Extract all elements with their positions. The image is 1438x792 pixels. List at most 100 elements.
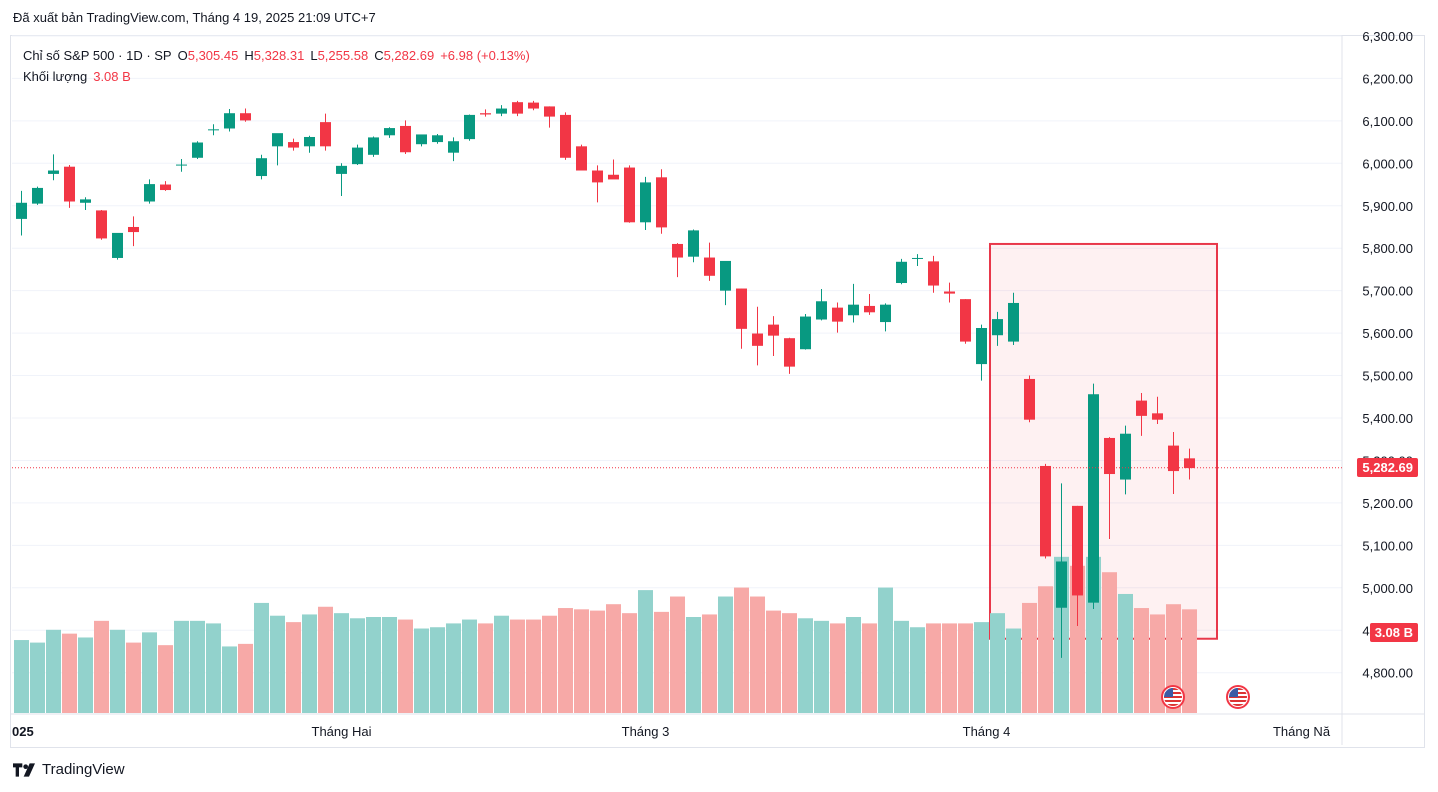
candle-body xyxy=(608,174,619,180)
candle-body xyxy=(704,257,715,276)
candle-body xyxy=(480,113,491,115)
volume-bar xyxy=(30,642,45,713)
legend-volume-label[interactable]: Khối lượng xyxy=(23,69,88,84)
candle-body xyxy=(80,199,91,203)
candle-body xyxy=(976,328,987,365)
candle-body xyxy=(176,164,187,166)
candle-body xyxy=(272,133,283,147)
candle-body xyxy=(816,301,827,320)
tradingview-logo[interactable]: TradingView xyxy=(13,761,125,778)
volume-bar xyxy=(1102,572,1117,713)
candle-body xyxy=(224,113,235,129)
candle-body xyxy=(352,147,363,165)
volume-bar xyxy=(718,596,733,713)
candle-body xyxy=(896,261,907,284)
candle-body xyxy=(928,261,939,286)
candle-body xyxy=(48,170,59,174)
candle-body xyxy=(912,257,923,259)
candle-body xyxy=(720,260,731,291)
volume-bar xyxy=(574,609,589,713)
candle-body xyxy=(1104,437,1115,475)
y-tick-label: 5,100.00 xyxy=(1362,538,1413,553)
us-flag-event-icon-2[interactable] xyxy=(1226,685,1250,709)
candle-body xyxy=(416,134,427,145)
volume-bar xyxy=(62,633,77,713)
candle-body xyxy=(336,165,347,174)
candle-body xyxy=(240,113,251,121)
volume-bar xyxy=(926,623,941,713)
x-tick-label: Tháng Hai xyxy=(312,724,372,739)
candle-body xyxy=(960,299,971,342)
legend-change: +6.98 (+0.13%) xyxy=(440,48,530,63)
volume-bar xyxy=(654,611,669,713)
candle-body xyxy=(528,102,539,109)
volume-bar xyxy=(78,637,93,713)
candle-body xyxy=(560,114,571,158)
candle-body xyxy=(864,305,875,313)
legend-volume-value: 3.08 B xyxy=(93,69,131,84)
candle-body xyxy=(1056,561,1067,608)
candle-body xyxy=(784,338,795,367)
candle-body xyxy=(112,232,123,258)
volume-bar xyxy=(958,623,973,713)
last-price-badge: 5,282.69 xyxy=(1357,457,1418,477)
y-tick-label: 5,700.00 xyxy=(1362,284,1413,299)
volume-bar xyxy=(542,615,557,713)
candle-body xyxy=(944,291,955,294)
volume-bar xyxy=(910,627,925,713)
volume-bar xyxy=(830,623,845,713)
volume-bar xyxy=(254,602,269,713)
volume-bar xyxy=(894,620,909,713)
y-tick-label: 6,000.00 xyxy=(1362,156,1413,171)
candle-body xyxy=(880,304,891,323)
legend-low-value: 5,255.58 xyxy=(317,48,369,63)
candle-body xyxy=(1024,378,1035,420)
legend-open-value: 5,305.45 xyxy=(187,48,239,63)
candle-body xyxy=(16,202,27,219)
candle-body xyxy=(320,122,331,147)
volume-bar xyxy=(350,618,365,713)
volume-bar xyxy=(462,619,477,713)
volume-bar xyxy=(606,604,621,713)
legend-high-label: H xyxy=(244,48,254,63)
y-tick-label: 6,200.00 xyxy=(1362,71,1413,86)
us-flag-event-icon[interactable] xyxy=(1161,685,1185,709)
volume-bar xyxy=(782,613,797,713)
candle-body xyxy=(304,136,315,147)
candle-body xyxy=(832,307,843,322)
candle-body xyxy=(688,230,699,257)
volume-bar xyxy=(494,615,509,713)
volume-bar xyxy=(750,596,765,713)
candle-body xyxy=(640,182,651,223)
volume-bar xyxy=(878,587,893,713)
x-tick-label: 025 xyxy=(12,724,34,739)
candle-body xyxy=(1120,433,1131,480)
y-tick-label: 5,400.00 xyxy=(1362,411,1413,426)
legend-ohlc-row: Chỉ số S&P 500 · 1D · SP O 5,305.45 H 5,32… xyxy=(23,45,530,66)
y-tick-label: 4,800.00 xyxy=(1362,666,1413,681)
candle-body xyxy=(192,142,203,158)
volume-bar xyxy=(1134,608,1149,713)
candle-body xyxy=(1072,505,1083,596)
volume-bar xyxy=(1006,628,1021,713)
y-tick-label: 6,300.00 xyxy=(1362,29,1413,44)
candle-body xyxy=(544,106,555,117)
volume-bar xyxy=(398,619,413,713)
x-tick-label: Tháng 4 xyxy=(963,724,1011,739)
volume-bar xyxy=(190,620,205,713)
legend-symbol[interactable]: Chỉ số S&P 500 · 1D · SP xyxy=(23,48,172,63)
candle-body xyxy=(848,304,859,316)
volume-bar xyxy=(974,622,989,713)
candle-body xyxy=(128,226,139,233)
y-tick-label: 5,500.00 xyxy=(1362,369,1413,384)
volume-bar xyxy=(622,613,637,713)
volume-bar xyxy=(158,645,173,713)
candle-body xyxy=(464,114,475,140)
candle-body xyxy=(32,187,43,204)
candle-body xyxy=(1152,413,1163,420)
volume-bar xyxy=(638,590,653,713)
y-tick-label: 5,800.00 xyxy=(1362,241,1413,256)
candle-body xyxy=(1088,394,1099,603)
legend-low-label: L xyxy=(310,48,318,63)
